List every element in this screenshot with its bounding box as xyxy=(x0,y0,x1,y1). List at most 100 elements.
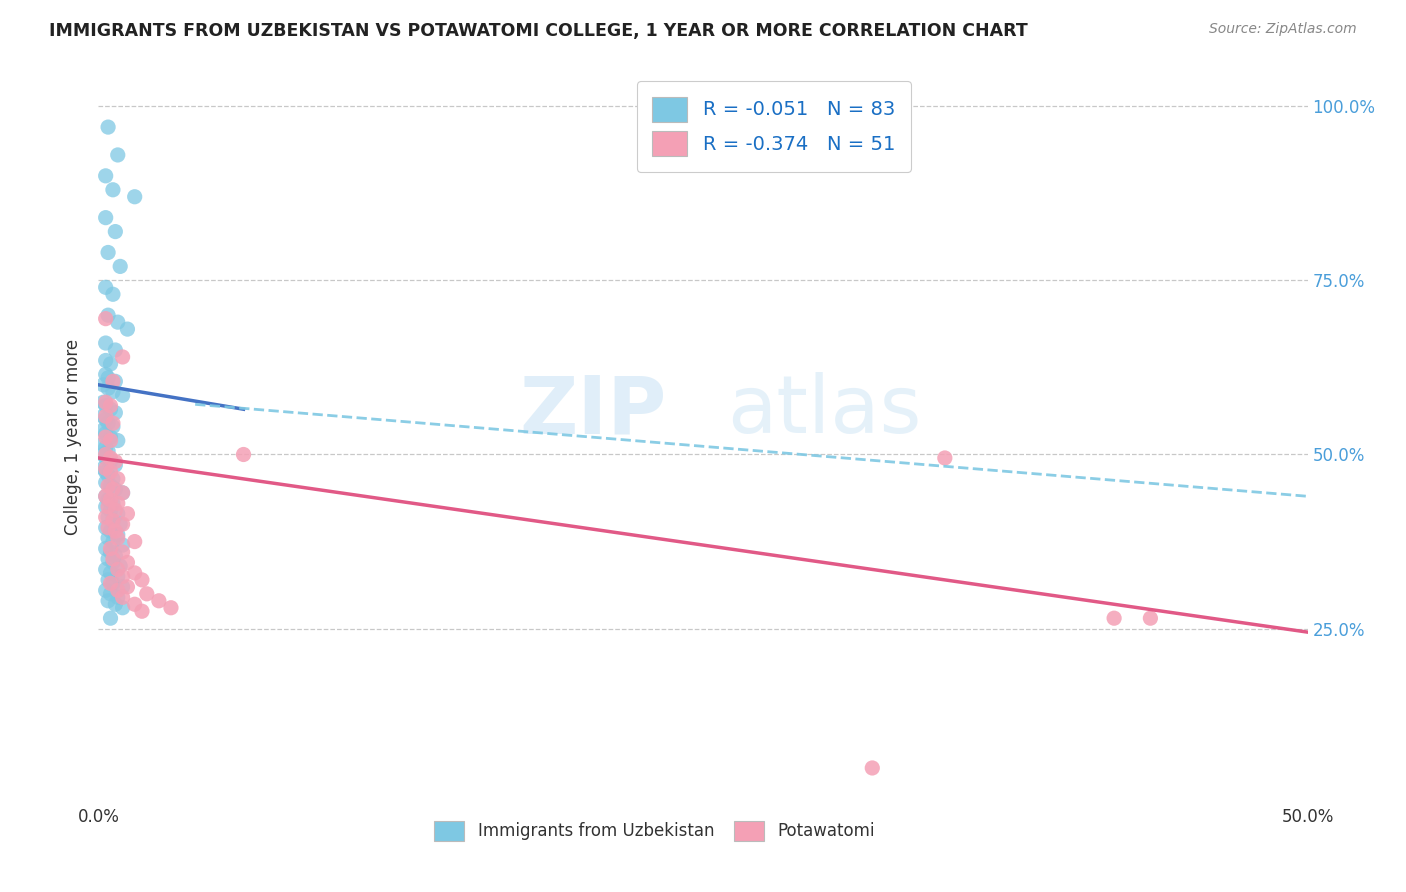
Point xyxy=(97,120,120,134)
Point xyxy=(94,583,117,598)
Text: ZIP: ZIP xyxy=(519,373,666,450)
Point xyxy=(100,503,122,517)
Point xyxy=(117,322,139,336)
Point xyxy=(94,489,117,503)
Text: atlas: atlas xyxy=(727,373,921,450)
Point xyxy=(97,492,120,507)
Point xyxy=(104,549,127,563)
Point xyxy=(100,587,122,601)
Point xyxy=(104,375,127,389)
Point xyxy=(107,148,129,162)
Point xyxy=(107,527,129,541)
Point xyxy=(107,562,129,576)
Point xyxy=(100,402,122,417)
Point xyxy=(104,225,127,239)
Point xyxy=(94,465,117,479)
Point xyxy=(104,483,127,497)
Point xyxy=(160,600,183,615)
Point xyxy=(94,336,117,351)
Point xyxy=(97,531,120,545)
Point xyxy=(100,576,122,591)
Point xyxy=(100,430,122,444)
Point xyxy=(91,395,114,409)
Point xyxy=(124,597,146,611)
Point xyxy=(94,562,117,576)
Point xyxy=(1102,611,1125,625)
Point xyxy=(91,423,114,437)
Point xyxy=(101,496,124,510)
Point xyxy=(97,371,120,385)
Point xyxy=(104,524,127,538)
Point xyxy=(101,287,124,301)
Text: IMMIGRANTS FROM UZBEKISTAN VS POTAWATOMI COLLEGE, 1 YEAR OR MORE CORRELATION CHA: IMMIGRANTS FROM UZBEKISTAN VS POTAWATOMI… xyxy=(49,22,1028,40)
Point xyxy=(100,545,122,559)
Point xyxy=(108,260,131,274)
Point xyxy=(97,510,120,524)
Point xyxy=(107,507,129,521)
Point xyxy=(100,524,122,538)
Point xyxy=(117,580,139,594)
Point xyxy=(100,541,122,556)
Point xyxy=(97,500,120,514)
Point xyxy=(97,245,120,260)
Point xyxy=(111,580,134,594)
Point xyxy=(232,448,254,462)
Point xyxy=(131,573,153,587)
Point xyxy=(91,377,114,392)
Point xyxy=(100,454,122,468)
Point xyxy=(94,412,117,426)
Point xyxy=(101,552,124,566)
Point xyxy=(101,472,124,486)
Point xyxy=(860,761,883,775)
Point xyxy=(94,280,117,294)
Point xyxy=(111,538,134,552)
Point xyxy=(94,450,117,465)
Point xyxy=(111,545,134,559)
Point xyxy=(94,441,117,455)
Point xyxy=(111,388,134,402)
Point xyxy=(104,597,127,611)
Point xyxy=(97,444,120,458)
Point xyxy=(101,384,124,399)
Point xyxy=(100,450,122,465)
Point xyxy=(107,591,129,605)
Point xyxy=(91,409,114,424)
Point xyxy=(101,419,124,434)
Point xyxy=(94,475,117,490)
Point xyxy=(108,558,131,573)
Point xyxy=(104,343,127,357)
Text: Source: ZipAtlas.com: Source: ZipAtlas.com xyxy=(1209,22,1357,37)
Point xyxy=(101,375,124,389)
Point xyxy=(117,556,139,570)
Point xyxy=(94,409,117,424)
Point xyxy=(101,514,124,528)
Point xyxy=(104,406,127,420)
Point xyxy=(124,534,146,549)
Point xyxy=(97,479,120,493)
Point xyxy=(108,517,131,532)
Point xyxy=(97,416,120,430)
Point xyxy=(91,461,114,475)
Point xyxy=(91,437,114,451)
Point xyxy=(101,556,124,570)
Point xyxy=(94,541,117,556)
Point xyxy=(100,434,122,448)
Point xyxy=(94,461,117,475)
Point xyxy=(101,416,124,430)
Point xyxy=(111,485,134,500)
Point xyxy=(934,450,956,465)
Point xyxy=(94,489,117,503)
Point xyxy=(100,399,122,413)
Point xyxy=(100,479,122,493)
Y-axis label: College, 1 year or more: College, 1 year or more xyxy=(65,339,83,535)
Point xyxy=(107,531,129,545)
Point xyxy=(94,353,117,368)
Point xyxy=(100,357,122,371)
Point xyxy=(94,500,117,514)
Point xyxy=(111,600,134,615)
Point xyxy=(100,465,122,479)
Point xyxy=(97,521,120,535)
Point xyxy=(107,434,129,448)
Point xyxy=(94,311,117,326)
Point xyxy=(97,468,120,483)
